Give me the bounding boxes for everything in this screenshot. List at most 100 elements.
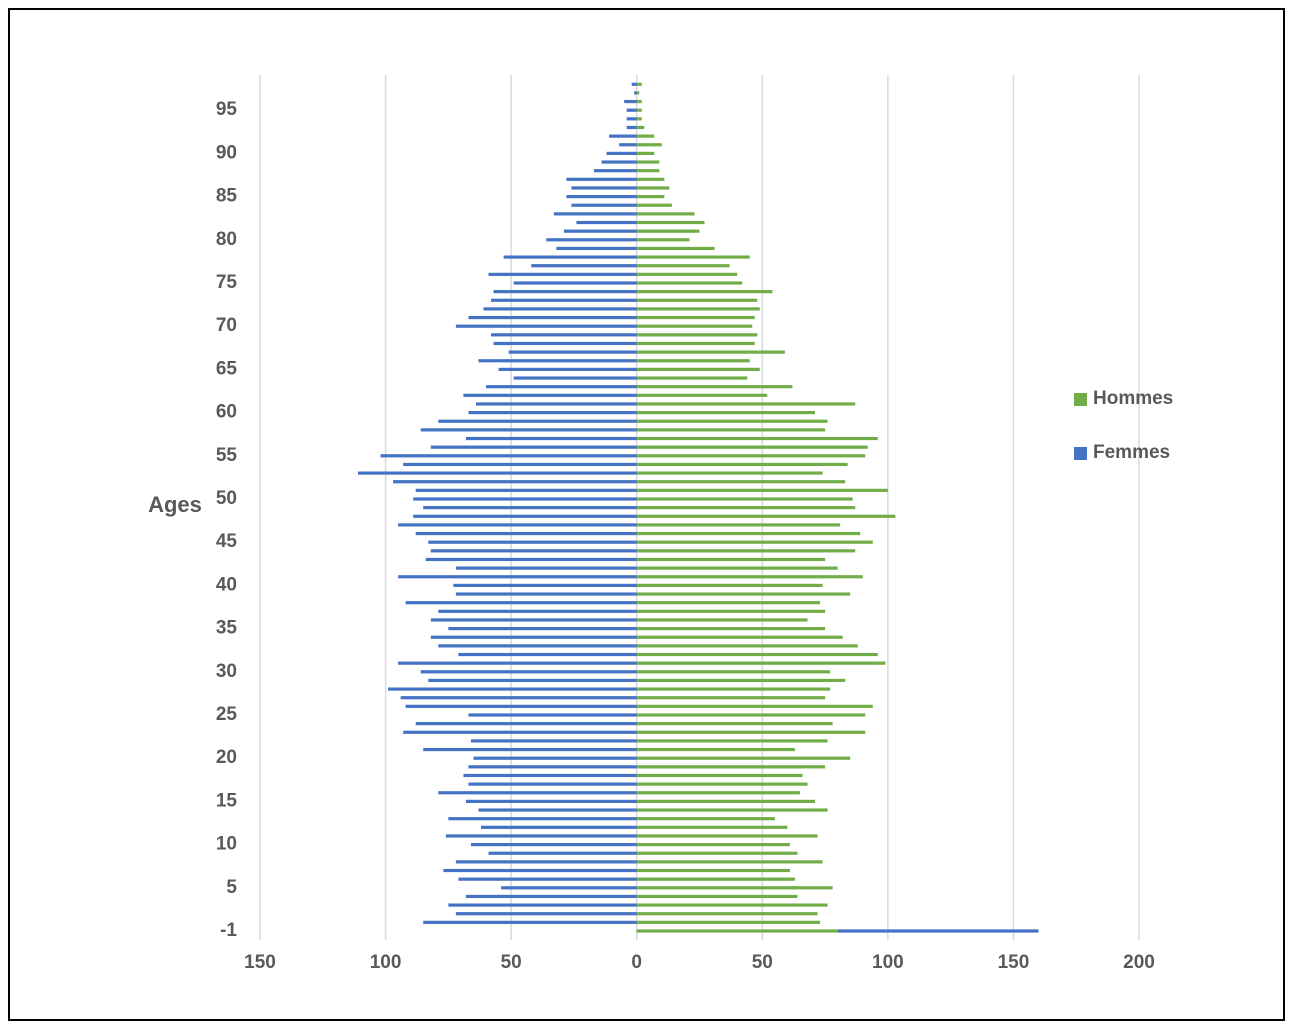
bar	[430, 549, 637, 553]
bar	[626, 108, 637, 112]
bar	[636, 644, 858, 648]
bar	[636, 272, 738, 276]
bar	[501, 886, 637, 890]
y-tick-label: 35	[216, 618, 238, 639]
bar	[468, 411, 637, 415]
bar	[465, 894, 637, 899]
bar	[398, 523, 637, 527]
bar	[636, 912, 818, 916]
x-tick-label: 200	[1123, 952, 1155, 973]
bar	[430, 445, 637, 449]
bar	[420, 428, 637, 432]
bar	[488, 272, 637, 276]
bar	[636, 514, 896, 518]
bar	[636, 143, 662, 147]
bar	[430, 635, 637, 639]
x-tick-label: 150	[998, 952, 1030, 973]
bar	[636, 739, 828, 743]
bar	[636, 765, 826, 769]
bar	[468, 713, 637, 717]
bar	[443, 868, 637, 873]
bar	[636, 229, 700, 233]
bar	[636, 436, 878, 441]
bar	[636, 367, 760, 371]
bar	[458, 652, 637, 657]
bar	[636, 730, 866, 734]
bar	[388, 687, 637, 691]
bar	[636, 670, 831, 674]
bar	[428, 540, 637, 544]
bar	[636, 549, 856, 553]
y-tick-label: 95	[216, 99, 238, 120]
bar	[636, 678, 846, 683]
bar	[430, 618, 637, 622]
bar	[438, 791, 637, 795]
bar	[455, 592, 637, 596]
bar	[438, 609, 637, 613]
bar	[563, 229, 637, 233]
bar	[453, 583, 637, 587]
bar	[455, 912, 637, 916]
bar	[636, 894, 798, 899]
bar	[631, 82, 637, 86]
bar	[636, 402, 856, 406]
bar	[636, 583, 823, 587]
bar	[380, 454, 637, 458]
bar	[636, 791, 800, 795]
bar	[636, 799, 816, 803]
y-tick-label: 55	[216, 445, 238, 466]
x-tick-label: 0	[631, 952, 642, 973]
bar	[636, 488, 888, 492]
bar	[636, 212, 695, 216]
bar	[636, 220, 705, 225]
bar	[470, 739, 637, 743]
bar	[636, 307, 760, 311]
bar	[455, 566, 637, 570]
y-tick-label: 25	[216, 704, 238, 725]
legend-swatch	[1074, 393, 1087, 406]
bar	[468, 765, 637, 769]
bar	[508, 350, 637, 354]
bar	[636, 808, 828, 812]
bar	[636, 713, 866, 717]
bar	[415, 722, 637, 726]
x-tick-label: 50	[501, 952, 522, 973]
bar	[438, 419, 637, 423]
bar	[626, 117, 637, 121]
bar	[636, 540, 873, 544]
bar	[491, 298, 637, 302]
bar	[634, 91, 637, 95]
bar	[405, 601, 637, 605]
bar	[636, 523, 841, 527]
bar	[576, 220, 637, 225]
bar	[636, 747, 795, 752]
bar	[486, 385, 637, 389]
bar	[636, 756, 851, 760]
legend-swatch	[1074, 447, 1087, 460]
bar	[636, 350, 785, 354]
bar	[546, 238, 637, 242]
bar	[470, 843, 637, 847]
bar	[636, 860, 823, 864]
bar	[488, 851, 637, 855]
y-axis-title: Ages	[148, 492, 202, 517]
y-tick-label: 60	[216, 402, 237, 423]
bar	[636, 186, 670, 190]
bar	[636, 851, 798, 855]
bar	[636, 177, 665, 181]
bar	[636, 393, 768, 397]
legend-label: Hommes	[1093, 388, 1173, 409]
bar	[636, 782, 808, 786]
y-tick-label: 70	[216, 315, 237, 336]
bar	[636, 817, 775, 821]
bar	[475, 402, 637, 406]
bar	[636, 506, 856, 510]
bar	[636, 825, 788, 829]
bar	[636, 419, 828, 423]
bar	[636, 609, 826, 613]
bar	[636, 462, 848, 467]
bar	[636, 471, 823, 475]
legend-label: Femmes	[1093, 442, 1170, 463]
bar	[423, 920, 637, 924]
bar	[571, 203, 637, 207]
